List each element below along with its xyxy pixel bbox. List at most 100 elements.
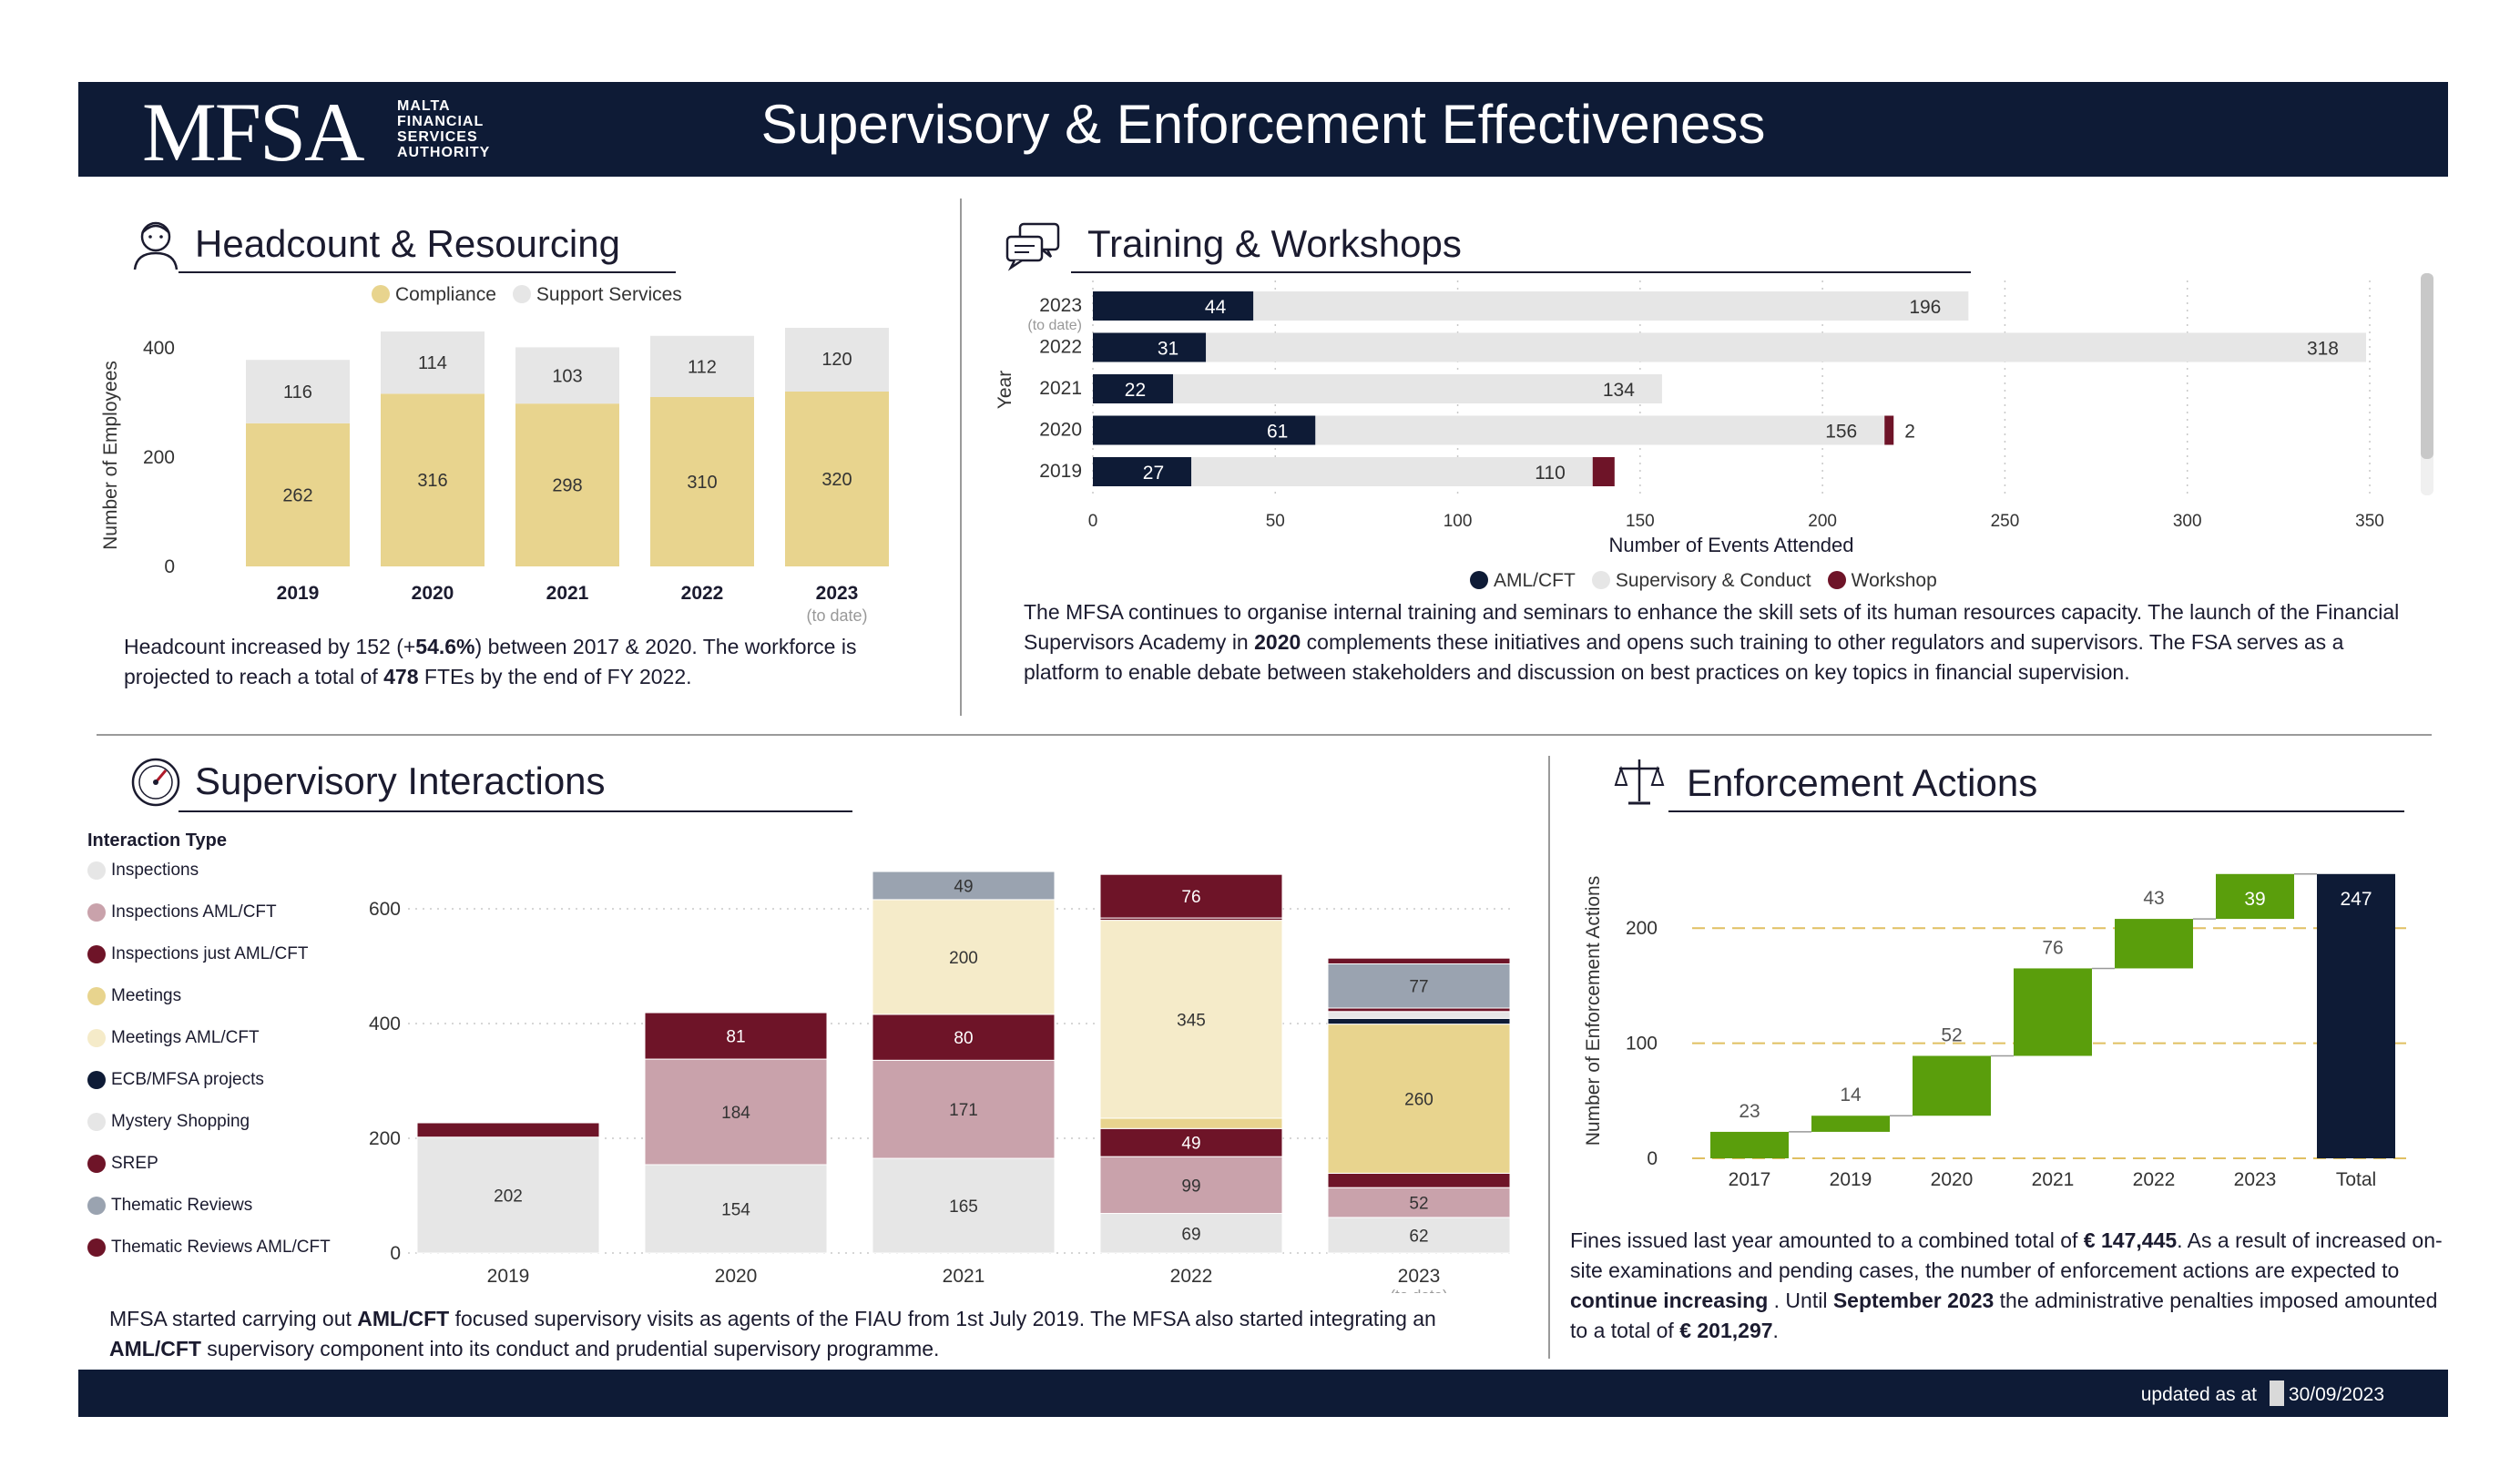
y-tick-label: 0 (390, 1243, 401, 1264)
bar-segment (1315, 415, 1885, 445)
scrollbar-thumb[interactable] (2421, 273, 2433, 459)
x-tick-label: 2022 (1170, 1266, 1213, 1287)
bar-segment (1327, 1007, 1511, 1013)
bar-segment (1206, 332, 2366, 362)
bar-segment (650, 397, 754, 566)
bar-segment (1099, 1127, 1283, 1157)
y-tick-label: 0 (1647, 1148, 1658, 1169)
bar-value-label: 22 (1125, 380, 1146, 401)
bar-segment (1327, 1017, 1511, 1025)
bar-value-label: 134 (1603, 380, 1635, 401)
x-tick-label: 2021 (2032, 1169, 2075, 1190)
x-tick-label: 150 (1626, 512, 1655, 531)
x-tick-label: 2020 (412, 583, 454, 604)
bar-segment (1327, 957, 1511, 964)
x-tick-label: 2022 (681, 583, 724, 604)
mfsa-logo: MFSA (142, 86, 365, 178)
bar-value-label: 49 (1181, 1135, 1200, 1154)
bar-value-label: 165 (949, 1197, 978, 1217)
legend-item: SREP (87, 1154, 379, 1174)
headcount-legend: Compliance Support Services (372, 284, 682, 306)
x-tick-label: 2021 (546, 583, 589, 604)
bar-segment (785, 392, 889, 566)
waterfall-bar (2115, 919, 2193, 969)
x-tick-label: 200 (1808, 512, 1837, 531)
scales-icon (1612, 754, 1667, 813)
y-tick-note: (to date) (1027, 318, 1082, 333)
legend-swatch (87, 1155, 106, 1173)
bar-value-label: 320 (821, 470, 852, 490)
logo-sub-line: SERVICES (397, 129, 478, 145)
interactions-title-rule (179, 810, 852, 812)
bar-value-label: 43 (2143, 888, 2164, 909)
header-bar: MFSA MALTA FINANCIAL SERVICES AUTHORITY … (78, 82, 2448, 178)
bar-value-label: 62 (1409, 1227, 1428, 1246)
legend-swatch (87, 987, 106, 1005)
bar-value-label: 318 (2307, 339, 2339, 360)
legend-supervisory-conduct: Supervisory & Conduct (1591, 570, 1811, 592)
legend-label: Meetings (111, 986, 182, 1005)
legend-swatch (87, 1238, 106, 1257)
x-tick-label: Total (2336, 1169, 2376, 1190)
y-tick-label: 2023 (1039, 295, 1082, 316)
legend-label: Inspections AML/CFT (111, 902, 277, 922)
x-tick-label: 2022 (2133, 1169, 2176, 1190)
bar-segment (644, 1164, 828, 1254)
bar-value-label: 116 (283, 382, 312, 402)
bar-value-label: 112 (688, 357, 717, 377)
bar-value-label: 154 (721, 1200, 750, 1219)
logo-sub-line: FINANCIAL (397, 114, 485, 129)
bar-value-label: 99 (1181, 1177, 1200, 1196)
bar-segment (1327, 1187, 1511, 1218)
x-tick-label: 2021 (943, 1266, 985, 1287)
bar-value-label: 23 (1739, 1101, 1760, 1122)
updated-marker (2270, 1381, 2284, 1406)
x-tick-label: 2023 (2234, 1169, 2277, 1190)
bar-value-label: 260 (1404, 1091, 1433, 1110)
legend-label: Meetings AML/CFT (111, 1028, 260, 1047)
bar-segment (872, 899, 1056, 1015)
legend-swatch (87, 861, 106, 880)
legend-aml-cft: AML/CFT (1470, 570, 1576, 592)
bar-value-label: 69 (1181, 1225, 1200, 1244)
x-tick-label: 2020 (715, 1266, 758, 1287)
bar-value-label: 310 (687, 473, 717, 493)
enforcement-chart: Number of Enforcement Actions 0 100 200 23 20… (1583, 873, 2413, 1190)
y-tick-label: 100 (1626, 1034, 1658, 1055)
bar-segment (1327, 1024, 1511, 1174)
waterfall-bar (1811, 1116, 1890, 1132)
legend-label: Mystery Shopping (111, 1112, 250, 1131)
bar-segment (1093, 374, 1174, 403)
training-scrollbar[interactable] (2421, 273, 2433, 495)
bar-value-label: 27 (1143, 463, 1164, 484)
legend-title: Interaction Type (87, 830, 227, 851)
x-tick-label: 0 (1088, 512, 1098, 531)
legend-swatch (87, 903, 106, 922)
bar-segment (1327, 1011, 1511, 1019)
enforcement-title-rule (1668, 810, 2404, 812)
y-tick-label: 200 (143, 447, 175, 468)
mfsa-logo-subtitle: MALTA FINANCIAL SERVICES AUTHORITY (397, 98, 490, 160)
bar-segment (515, 347, 619, 404)
legend-compliance: Compliance (372, 284, 496, 306)
bar-value-label: 202 (494, 1187, 523, 1206)
x-tick-label: 2023 (1398, 1266, 1441, 1287)
bar-segment (872, 1059, 1056, 1159)
training-title-rule (1071, 271, 1971, 273)
bar-segment (1099, 1156, 1283, 1215)
bar-value-label: 200 (949, 949, 978, 968)
bar-value-label: 298 (552, 476, 582, 496)
y-tick-label: 2022 (1039, 337, 1082, 358)
bar-value-label: 39 (2244, 889, 2265, 910)
bar-value-label: 184 (721, 1104, 750, 1123)
vertical-divider-top (960, 199, 962, 716)
bar-value-label: 2 (1904, 422, 1915, 443)
legend-swatch (87, 1029, 106, 1047)
waterfall-bar (2014, 968, 2092, 1056)
bar-segment (246, 360, 350, 423)
bar-segment (1093, 291, 1254, 321)
bar-value-label: 110 (1535, 463, 1565, 484)
bar-segment (1592, 457, 1615, 486)
bar-segment (644, 1058, 828, 1166)
legend-label: Inspections just AML/CFT (111, 944, 309, 963)
